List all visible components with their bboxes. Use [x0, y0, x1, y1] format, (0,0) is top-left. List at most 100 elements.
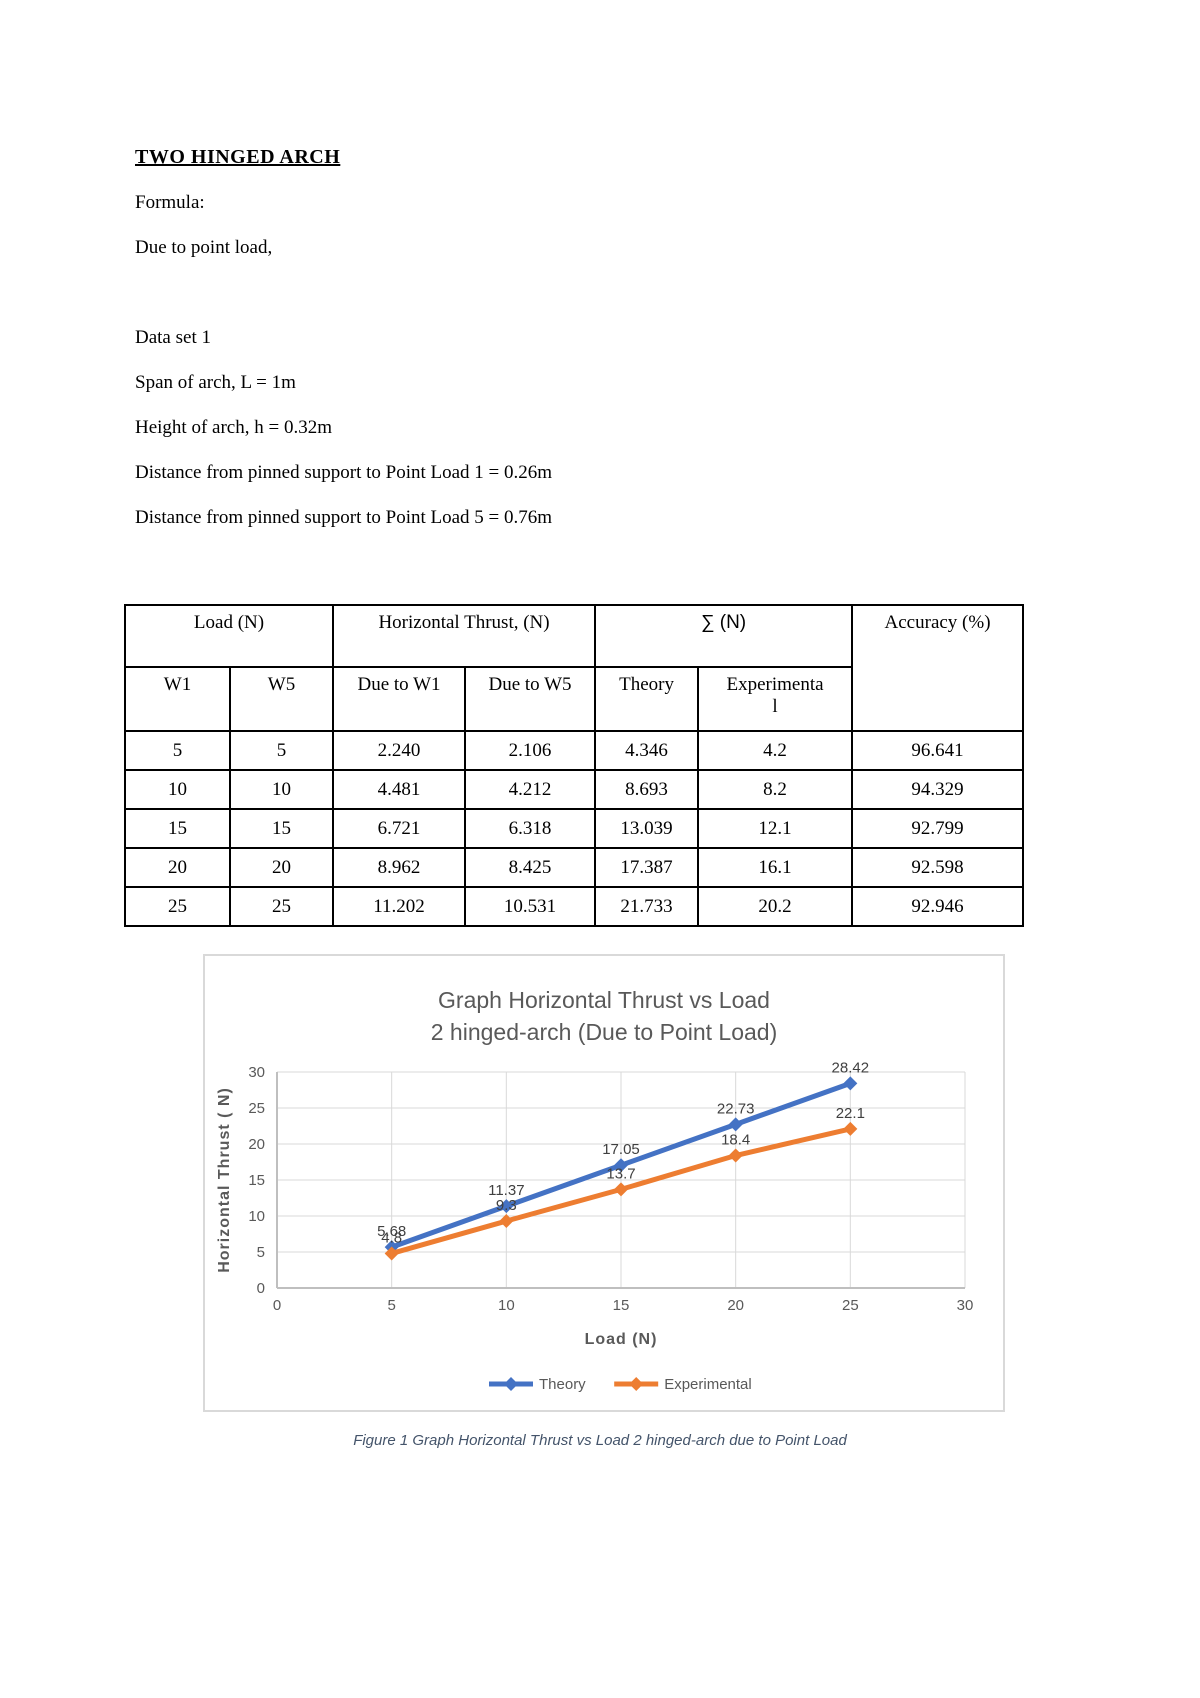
cell-w1: 10 [124, 769, 231, 810]
col-header-accuracy: Accuracy (%) [851, 604, 1025, 732]
theory-data-point [499, 1199, 514, 1214]
cell-due-w5: 8.425 [464, 847, 597, 888]
cell-experimental: 8.2 [697, 769, 854, 810]
cell-w5: 20 [228, 847, 335, 888]
table-row: 5 5 2.240 2.106 4.346 4.2 96.641 [124, 730, 1025, 771]
cell-theory: 4.346 [594, 730, 700, 771]
cell-due-w1: 4.481 [332, 769, 467, 810]
cell-due-w1: 11.202 [332, 886, 467, 927]
y-tick-label: 10 [248, 1208, 265, 1225]
experimental-data-point [728, 1148, 743, 1163]
cell-due-w5: 10.531 [464, 886, 597, 927]
paragraph-span: Span of arch, L = 1m [135, 372, 296, 393]
theory-data-point [614, 1158, 628, 1173]
cell-accuracy: 92.946 [851, 886, 1025, 927]
results-table: Load (N) Horizontal Thrust, (N) ∑ (N) Ac… [123, 604, 1025, 927]
col-header-theory: Theory [594, 666, 700, 732]
x-tick-label: 20 [727, 1297, 744, 1314]
table-row: 25 25 11.202 10.531 21.733 20.2 92.946 [124, 886, 1025, 927]
cell-theory: 8.693 [594, 769, 700, 810]
chart-title-line2: 2 hinged-arch (Due to Point Load) [431, 1019, 778, 1045]
experimental-data-label: 22.1 [836, 1105, 865, 1122]
table-row: 10 10 4.481 4.212 8.693 8.2 94.329 [124, 769, 1025, 810]
col-header-load: Load (N) [123, 604, 335, 668]
paragraph-formula: Formula: [135, 192, 205, 213]
col-header-sum: ∑ (N) [594, 604, 854, 668]
table-row: 15 15 6.721 6.318 13.039 12.1 92.799 [124, 808, 1025, 849]
cell-experimental: 12.1 [697, 808, 854, 849]
col-header-horizontal-thrust: Horizontal Thrust, (N) [332, 604, 597, 668]
paragraph-height: Height of arch, h = 0.32m [135, 417, 332, 438]
experimental-data-label: 4.8 [381, 1229, 402, 1246]
cell-due-w1: 8.962 [332, 847, 467, 888]
paragraph-distance-load5: Distance from pinned support to Point Lo… [135, 507, 553, 528]
y-tick-label: 30 [248, 1064, 265, 1081]
legend-label-experimental: Experimental [664, 1376, 752, 1393]
x-tick-label: 10 [498, 1297, 515, 1314]
experimental-data-point [843, 1121, 858, 1136]
x-tick-label: 25 [842, 1297, 859, 1314]
chart-title-line1: Graph Horizontal Thrust vs Load [438, 987, 770, 1013]
y-tick-label: 5 [257, 1244, 265, 1261]
cell-w1: 15 [124, 808, 231, 849]
cell-theory: 21.733 [594, 886, 700, 927]
cell-w5: 5 [228, 730, 335, 771]
experimental-data-point [499, 1214, 514, 1229]
cell-due-w1: 6.721 [332, 808, 467, 849]
figure-caption: Figure 1 Graph Horizontal Thrust vs Load… [353, 1432, 847, 1449]
x-tick-label: 15 [613, 1297, 630, 1314]
theory-data-label: 5.68 [377, 1223, 406, 1240]
paragraph-distance-load1: Distance from pinned support to Point Lo… [135, 462, 553, 483]
cell-w5: 10 [228, 769, 335, 810]
theory-data-label: 17.05 [602, 1141, 640, 1158]
y-tick-label: 20 [248, 1136, 265, 1153]
cell-due-w1: 2.240 [332, 730, 467, 771]
experimental-data-label: 9.3 [496, 1197, 517, 1214]
experimental-data-point [614, 1182, 628, 1197]
theory-data-label: 28.42 [832, 1059, 870, 1076]
cell-due-w5: 6.318 [464, 808, 597, 849]
cell-experimental: 4.2 [697, 730, 854, 771]
cell-experimental: 20.2 [697, 886, 854, 927]
chart-container: Graph Horizontal Thrust vs Load 2 hinged-… [203, 954, 1005, 1412]
y-tick-label: 25 [248, 1100, 265, 1117]
col-header-experimental: Experimenta l [697, 666, 854, 732]
document-title: TWO HINGED ARCH [135, 146, 341, 168]
legend-marker-experimental [629, 1377, 644, 1391]
cell-due-w5: 4.212 [464, 769, 597, 810]
cell-accuracy: 94.329 [851, 769, 1025, 810]
cell-accuracy: 92.598 [851, 847, 1025, 888]
col-header-due-w5: Due to W5 [464, 666, 597, 732]
cell-theory: 13.039 [594, 808, 700, 849]
y-axis-title: Horizontal Thrust ( N) [216, 1087, 233, 1273]
cell-due-w5: 2.106 [464, 730, 597, 771]
x-tick-label: 5 [387, 1297, 395, 1314]
theory-data-point [728, 1117, 743, 1132]
theory-data-point [843, 1076, 858, 1091]
cell-accuracy: 96.641 [851, 730, 1025, 771]
y-tick-label: 0 [257, 1280, 265, 1297]
legend-label-theory: Theory [539, 1376, 586, 1393]
legend-marker-theory [504, 1377, 518, 1391]
cell-w1: 25 [124, 886, 231, 927]
cell-experimental: 16.1 [697, 847, 854, 888]
col-header-w5: W5 [228, 666, 335, 732]
horizontal-thrust-vs-load-chart: Graph Horizontal Thrust vs Load 2 hinged-… [216, 987, 974, 1393]
cell-accuracy: 92.799 [851, 808, 1025, 849]
theory-data-label: 22.73 [717, 1100, 755, 1117]
x-axis-title: Load (N) [585, 1331, 658, 1348]
table-row: 20 20 8.962 8.425 17.387 16.1 92.598 [124, 847, 1025, 888]
experimental-data-label: 13.7 [606, 1165, 635, 1182]
x-tick-label: 30 [957, 1297, 974, 1314]
cell-w1: 20 [124, 847, 231, 888]
x-tick-label: 0 [273, 1297, 281, 1314]
col-header-due-w1: Due to W1 [332, 666, 467, 732]
cell-w5: 15 [228, 808, 335, 849]
experimental-data-label: 18.4 [721, 1132, 750, 1149]
cell-w1: 5 [124, 730, 231, 771]
experimental-data-point [384, 1246, 399, 1261]
cell-w5: 25 [228, 886, 335, 927]
paragraph-data-set: Data set 1 [135, 327, 211, 348]
theory-data-label: 11.37 [488, 1182, 524, 1199]
col-header-w1: W1 [124, 666, 231, 732]
